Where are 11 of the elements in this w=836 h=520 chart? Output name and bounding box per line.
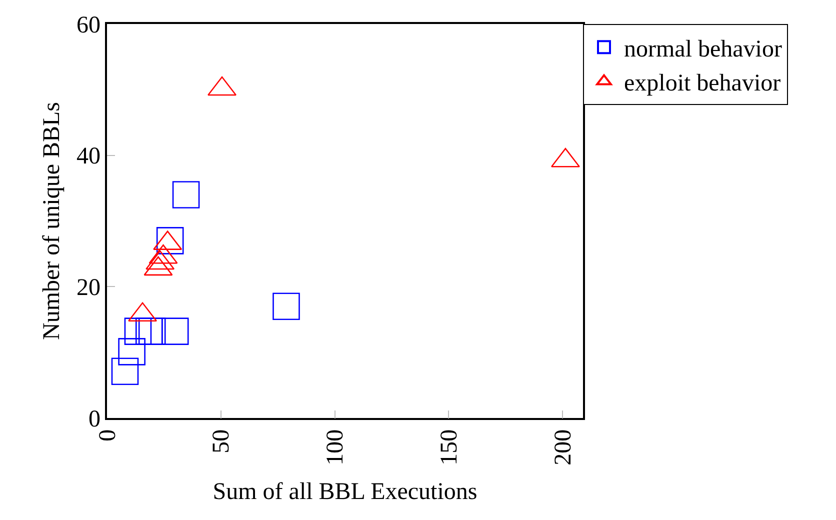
- x-axis-title: Sum of all BBL Executions: [212, 479, 478, 506]
- x-tick-label: 150: [436, 429, 462, 466]
- x-tick-label: 50: [208, 429, 235, 454]
- y-tick-label: 60: [76, 12, 100, 38]
- y-tick-label: 20: [76, 275, 100, 302]
- y-tick-label: 40: [76, 144, 100, 170]
- x-tick-label: 100: [322, 429, 349, 466]
- legend-label: normal behavior: [624, 36, 782, 62]
- x-tick-label: 200: [550, 429, 576, 466]
- legend-label: exploit behavior: [624, 70, 781, 97]
- y-axis-title: Number of unique BBLs: [39, 102, 66, 340]
